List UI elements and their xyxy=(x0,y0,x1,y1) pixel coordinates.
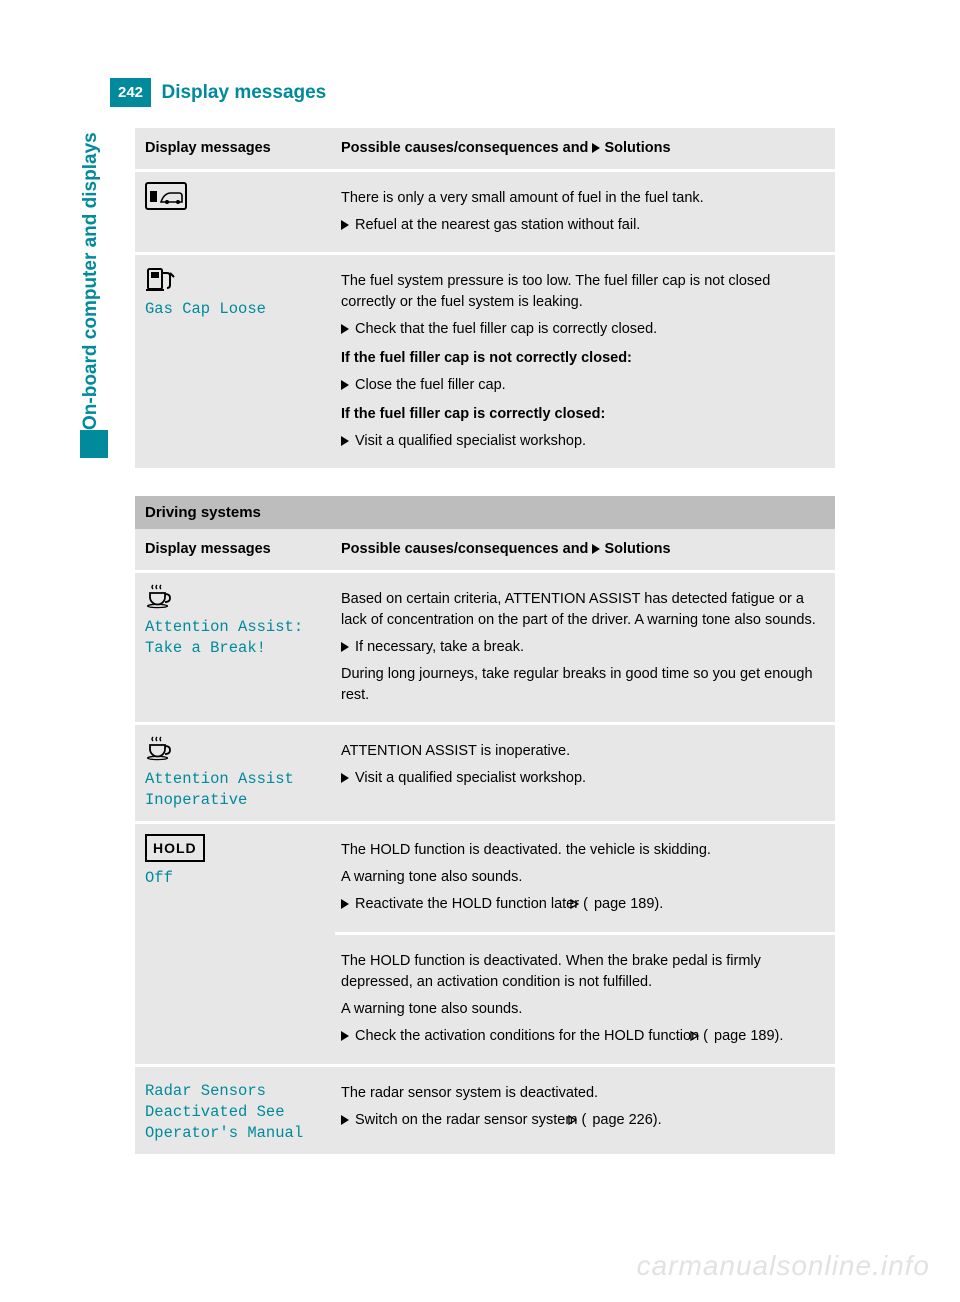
triangle-icon xyxy=(341,1115,349,1125)
triangle-icon xyxy=(341,220,349,230)
action: Refuel at the nearest gas station withou… xyxy=(341,215,825,236)
fuel-pump-icon xyxy=(145,265,325,295)
message-label: Radar SensorsDeactivated SeeOperator's M… xyxy=(145,1081,325,1144)
table1-col-left: Display messages xyxy=(135,128,335,171)
text: ATTENTION ASSIST is inoperative. xyxy=(341,741,825,762)
page-header: 242 Display messages xyxy=(110,78,830,108)
message-label: Attention Assist:Take a Break! xyxy=(145,617,325,659)
triangle-icon xyxy=(341,642,349,652)
col-right-prefix: Possible causes/consequences and xyxy=(341,541,592,557)
table2-col-left: Display messages xyxy=(135,529,335,572)
side-tab-marker xyxy=(80,430,108,458)
triangle-icon xyxy=(341,436,349,446)
col-right-prefix: Possible causes/consequences and xyxy=(341,140,592,156)
page: 242 Display messages On-board computer a… xyxy=(0,0,960,1302)
text: During long journeys, take regular break… xyxy=(341,664,825,706)
text-bold: If the fuel filler cap is not correctly … xyxy=(341,348,825,369)
text-bold: If the fuel filler cap is correctly clos… xyxy=(341,404,825,425)
side-tab-label: On-board computer and displays xyxy=(80,132,102,430)
action: If necessary, take a break. xyxy=(341,637,825,658)
triangle-icon xyxy=(341,899,349,909)
side-tab: On-board computer and displays xyxy=(80,130,110,450)
col-right-suffix: Solutions xyxy=(600,140,670,156)
triangle-icon xyxy=(341,773,349,783)
table1-col-right: Possible causes/consequences and Solutio… xyxy=(335,128,835,171)
table-display-messages-1: Display messages Possible causes/consequ… xyxy=(135,128,835,468)
text: The HOLD function is deactivated. When t… xyxy=(341,951,825,993)
section-driving-systems: Driving systems xyxy=(135,496,835,529)
coffee-cup-icon xyxy=(145,583,325,613)
action: Visit a qualified specialist workshop. xyxy=(341,768,825,789)
action: Switch on the radar sensor system ( page… xyxy=(341,1110,825,1132)
text: Based on certain criteria, ATTENTION ASS… xyxy=(341,589,825,631)
action: Reactivate the HOLD function later ( pag… xyxy=(341,894,825,916)
coffee-cup-icon xyxy=(145,735,325,765)
action: Check that the fuel filler cap is correc… xyxy=(341,319,825,340)
header-title: Display messages xyxy=(161,82,326,104)
message-label: Gas Cap Loose xyxy=(145,299,325,320)
col-right-suffix: Solutions xyxy=(600,541,670,557)
triangle-icon xyxy=(341,1031,349,1041)
triangle-icon xyxy=(341,324,349,334)
text: The HOLD function is deactivated. the ve… xyxy=(341,840,825,861)
message-label: Off xyxy=(145,868,325,889)
content: Display messages Possible causes/consequ… xyxy=(135,128,835,1154)
fuel-reserve-car-icon xyxy=(145,182,325,212)
watermark: carmanualsonline.info xyxy=(637,1250,930,1282)
action: Check the activation conditions for the … xyxy=(341,1026,825,1048)
hold-icon: HOLD xyxy=(145,834,325,864)
message-label: Attention AssistInoperative xyxy=(145,769,325,811)
triangle-icon xyxy=(341,380,349,390)
text: There is only a very small amount of fue… xyxy=(341,188,825,209)
table2-col-right: Possible causes/consequences and Solutio… xyxy=(335,529,835,572)
text: A warning tone also sounds. xyxy=(341,999,825,1020)
table-display-messages-2: Display messages Possible causes/consequ… xyxy=(135,529,835,1154)
text: The radar sensor system is deactivated. xyxy=(341,1083,825,1104)
page-number: 242 xyxy=(110,78,151,107)
text: A warning tone also sounds. xyxy=(341,867,825,888)
text: The fuel system pressure is too low. The… xyxy=(341,271,825,313)
action: Visit a qualified specialist workshop. xyxy=(341,431,825,452)
action: Close the fuel filler cap. xyxy=(341,375,825,396)
